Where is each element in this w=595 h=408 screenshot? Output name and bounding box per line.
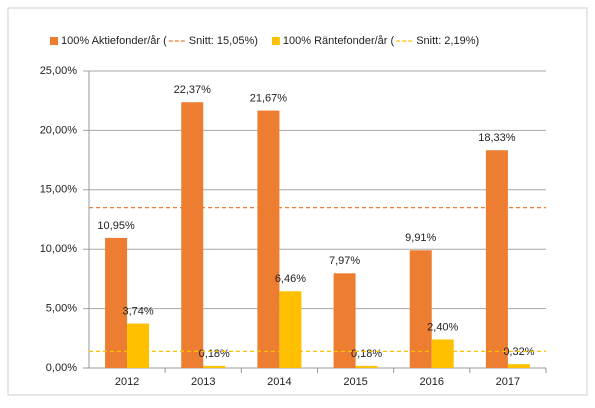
y-tick-label: 0,00% (46, 362, 77, 374)
legend-swatch (271, 37, 280, 45)
value-label: 10,95% (97, 220, 135, 232)
value-label: 0,18% (351, 348, 382, 360)
value-label: 0,18% (199, 348, 230, 360)
value-label: 21,67% (250, 92, 288, 104)
bar (203, 365, 226, 368)
x-tick-label: 2014 (267, 376, 291, 388)
x-tick-label: 2016 (420, 376, 444, 388)
legend-label: Snitt: 15,05%) (189, 35, 258, 47)
bar (181, 102, 204, 369)
y-tick-label: 5,00% (46, 303, 77, 315)
value-label: 6,46% (275, 273, 306, 285)
value-label: 2,40% (427, 321, 458, 333)
bar (409, 250, 432, 368)
legend-label: 100% Aktiefonder/år ( (61, 35, 167, 47)
x-tick-label: 2015 (343, 376, 367, 388)
bar (333, 273, 356, 368)
y-tick-label: 25,00% (40, 65, 78, 77)
bar (355, 365, 378, 368)
bar (257, 110, 280, 369)
bar (105, 237, 128, 368)
value-label: 3,74% (122, 305, 153, 317)
bar (431, 339, 454, 368)
y-tick-label: 20,00% (40, 124, 78, 136)
bar (127, 323, 150, 368)
y-tick-label: 15,00% (40, 184, 78, 196)
value-label: 9,91% (405, 232, 436, 244)
y-tick-label: 10,00% (40, 243, 78, 255)
bar (485, 150, 508, 368)
value-label: 0,32% (503, 346, 534, 358)
value-label: 18,33% (478, 132, 516, 144)
x-tick-label: 2017 (496, 376, 520, 388)
bar (279, 291, 302, 368)
legend-label: Snitt: 2,19%) (416, 35, 479, 47)
legend-swatch (50, 37, 58, 45)
x-tick-label: 2012 (115, 376, 139, 388)
value-label: 22,37% (174, 84, 212, 96)
value-label: 7,97% (329, 255, 360, 267)
legend-label: 100% Räntefonder/år ( (283, 35, 395, 47)
x-tick-label: 2013 (191, 376, 215, 388)
bar (507, 364, 530, 368)
